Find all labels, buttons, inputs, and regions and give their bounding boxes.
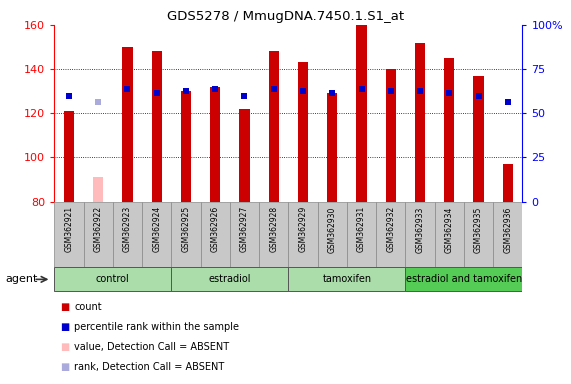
Text: estradiol: estradiol [208, 274, 251, 285]
Bar [171, 267, 288, 291]
Text: value, Detection Call = ABSENT: value, Detection Call = ABSENT [74, 342, 230, 352]
Bar [415, 43, 425, 202]
Bar [473, 76, 484, 202]
Text: GSM362935: GSM362935 [474, 206, 483, 253]
Text: GSM362934: GSM362934 [445, 206, 454, 253]
Bar [259, 202, 288, 267]
Bar [151, 51, 162, 202]
Text: rank, Detection Call = ABSENT: rank, Detection Call = ABSENT [74, 362, 224, 372]
Text: GSM362922: GSM362922 [94, 206, 103, 252]
Bar [444, 58, 455, 202]
Text: GSM362923: GSM362923 [123, 206, 132, 252]
Text: GSM362930: GSM362930 [328, 206, 337, 253]
Text: ■: ■ [60, 362, 69, 372]
Text: GSM362929: GSM362929 [299, 206, 308, 252]
Bar [171, 202, 200, 267]
Text: GSM362927: GSM362927 [240, 206, 249, 252]
Bar [493, 202, 522, 267]
Text: ■: ■ [60, 322, 69, 332]
Bar [54, 267, 171, 291]
Bar [356, 25, 367, 202]
Bar [288, 202, 317, 267]
Bar [239, 109, 250, 202]
Bar [298, 63, 308, 202]
Text: GSM362924: GSM362924 [152, 206, 161, 252]
Text: GSM362926: GSM362926 [211, 206, 220, 252]
Text: count: count [74, 302, 102, 312]
Bar [142, 202, 171, 267]
Text: agent: agent [6, 274, 38, 285]
Bar [200, 202, 230, 267]
Text: GSM362932: GSM362932 [386, 206, 395, 252]
Text: GSM362921: GSM362921 [65, 206, 74, 252]
Text: GSM362931: GSM362931 [357, 206, 366, 252]
Bar [83, 202, 112, 267]
Bar [93, 177, 103, 202]
Bar [317, 202, 347, 267]
Text: ■: ■ [60, 342, 69, 352]
Bar [181, 91, 191, 202]
Text: estradiol and tamoxifen: estradiol and tamoxifen [406, 274, 522, 285]
Bar [376, 202, 405, 267]
Text: percentile rank within the sample: percentile rank within the sample [74, 322, 239, 332]
Text: control: control [96, 274, 130, 285]
Bar [435, 202, 464, 267]
Bar [210, 87, 220, 202]
Text: GSM362936: GSM362936 [503, 206, 512, 253]
Bar [405, 202, 435, 267]
Text: GDS5278 / MmugDNA.7450.1.S1_at: GDS5278 / MmugDNA.7450.1.S1_at [167, 10, 404, 23]
Text: tamoxifen: tamoxifen [322, 274, 372, 285]
Bar [230, 202, 259, 267]
Bar [268, 51, 279, 202]
Bar [327, 93, 337, 202]
Bar [464, 202, 493, 267]
Bar [122, 47, 132, 202]
Bar [64, 111, 74, 202]
Text: GSM362925: GSM362925 [182, 206, 191, 252]
Bar [54, 202, 83, 267]
Text: GSM362933: GSM362933 [416, 206, 425, 253]
Bar [502, 164, 513, 202]
Bar [288, 267, 405, 291]
Bar [385, 69, 396, 202]
Bar [347, 202, 376, 267]
Text: ■: ■ [60, 302, 69, 312]
Bar [113, 202, 142, 267]
Bar [405, 267, 522, 291]
Text: GSM362928: GSM362928 [269, 206, 278, 252]
